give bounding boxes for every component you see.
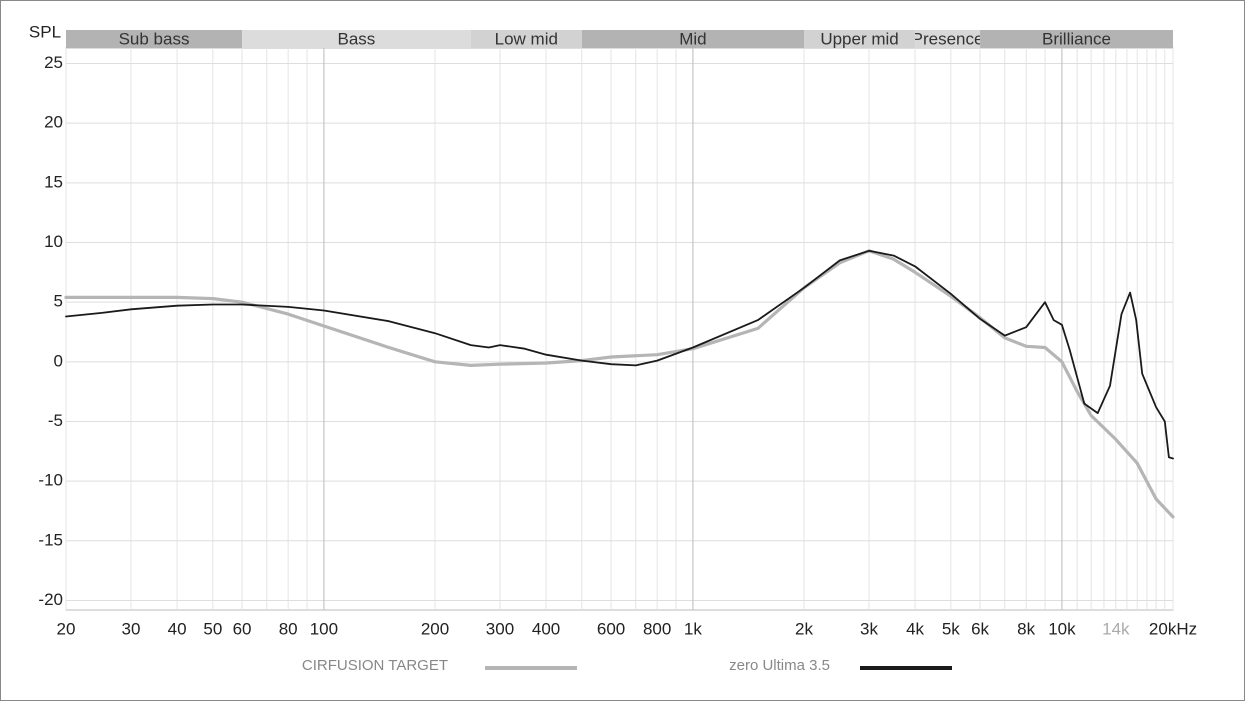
x-tick-label: 300 [486,619,514,638]
band [581,30,804,48]
band-label: Low mid [495,29,558,48]
y-tick-label: -10 [38,471,63,490]
y-tick-label: -5 [48,411,63,430]
y-tick-label: 0 [54,351,63,370]
band [915,30,981,48]
band [980,30,1173,48]
x-tick-label: 200 [421,619,449,638]
band-label: Upper mid [820,29,898,48]
x-tick-label: 40 [168,619,187,638]
y-tick-label: 10 [44,232,63,251]
series-line [65,249,1174,460]
legend-label: CIRFUSION TARGET [302,657,448,674]
x-tick-label: 80 [279,619,298,638]
x-tick-label: 20 [57,619,76,638]
y-tick-label: 25 [44,53,63,72]
band [242,30,471,48]
x-tick-label: 2k [795,619,813,638]
x-tick-label: 50 [203,619,222,638]
band-label: Brilliance [1042,29,1111,48]
x-tick-label: 4k [906,619,924,638]
x-tick-label: 800 [643,619,671,638]
y-axis-label: SPL [29,22,61,41]
band [804,30,916,48]
y-tick-label: -20 [38,590,63,609]
x-tick-label: 20kHz [1149,619,1197,638]
band-label: Bass [338,29,376,48]
x-tick-label: 8k [1017,619,1035,638]
x-tick-label: 400 [532,619,560,638]
y-tick-label: -15 [38,530,63,549]
y-tick-label: 5 [54,292,63,311]
legend-label: zero Ultima 3.5 [729,657,830,674]
x-tick-label: 10k [1048,619,1076,638]
x-tick-label: 600 [597,619,625,638]
x-tick-label: 14k [1102,619,1130,638]
x-tick-label: 3k [860,619,878,638]
x-tick-label: 1k [684,619,702,638]
y-tick-label: 15 [44,172,63,191]
band-label: Sub bass [119,29,190,48]
band [470,30,582,48]
x-tick-label: 6k [971,619,989,638]
y-tick-label: 20 [44,113,63,132]
series-line [64,249,1175,519]
x-tick-label: 30 [122,619,141,638]
x-tick-label: 5k [942,619,960,638]
plot-area [65,47,1174,611]
band [66,30,243,48]
x-tick-label: 60 [233,619,252,638]
x-tick-label: 100 [310,619,338,638]
band-label: Mid [679,29,706,48]
band-label: Presence [912,29,984,48]
